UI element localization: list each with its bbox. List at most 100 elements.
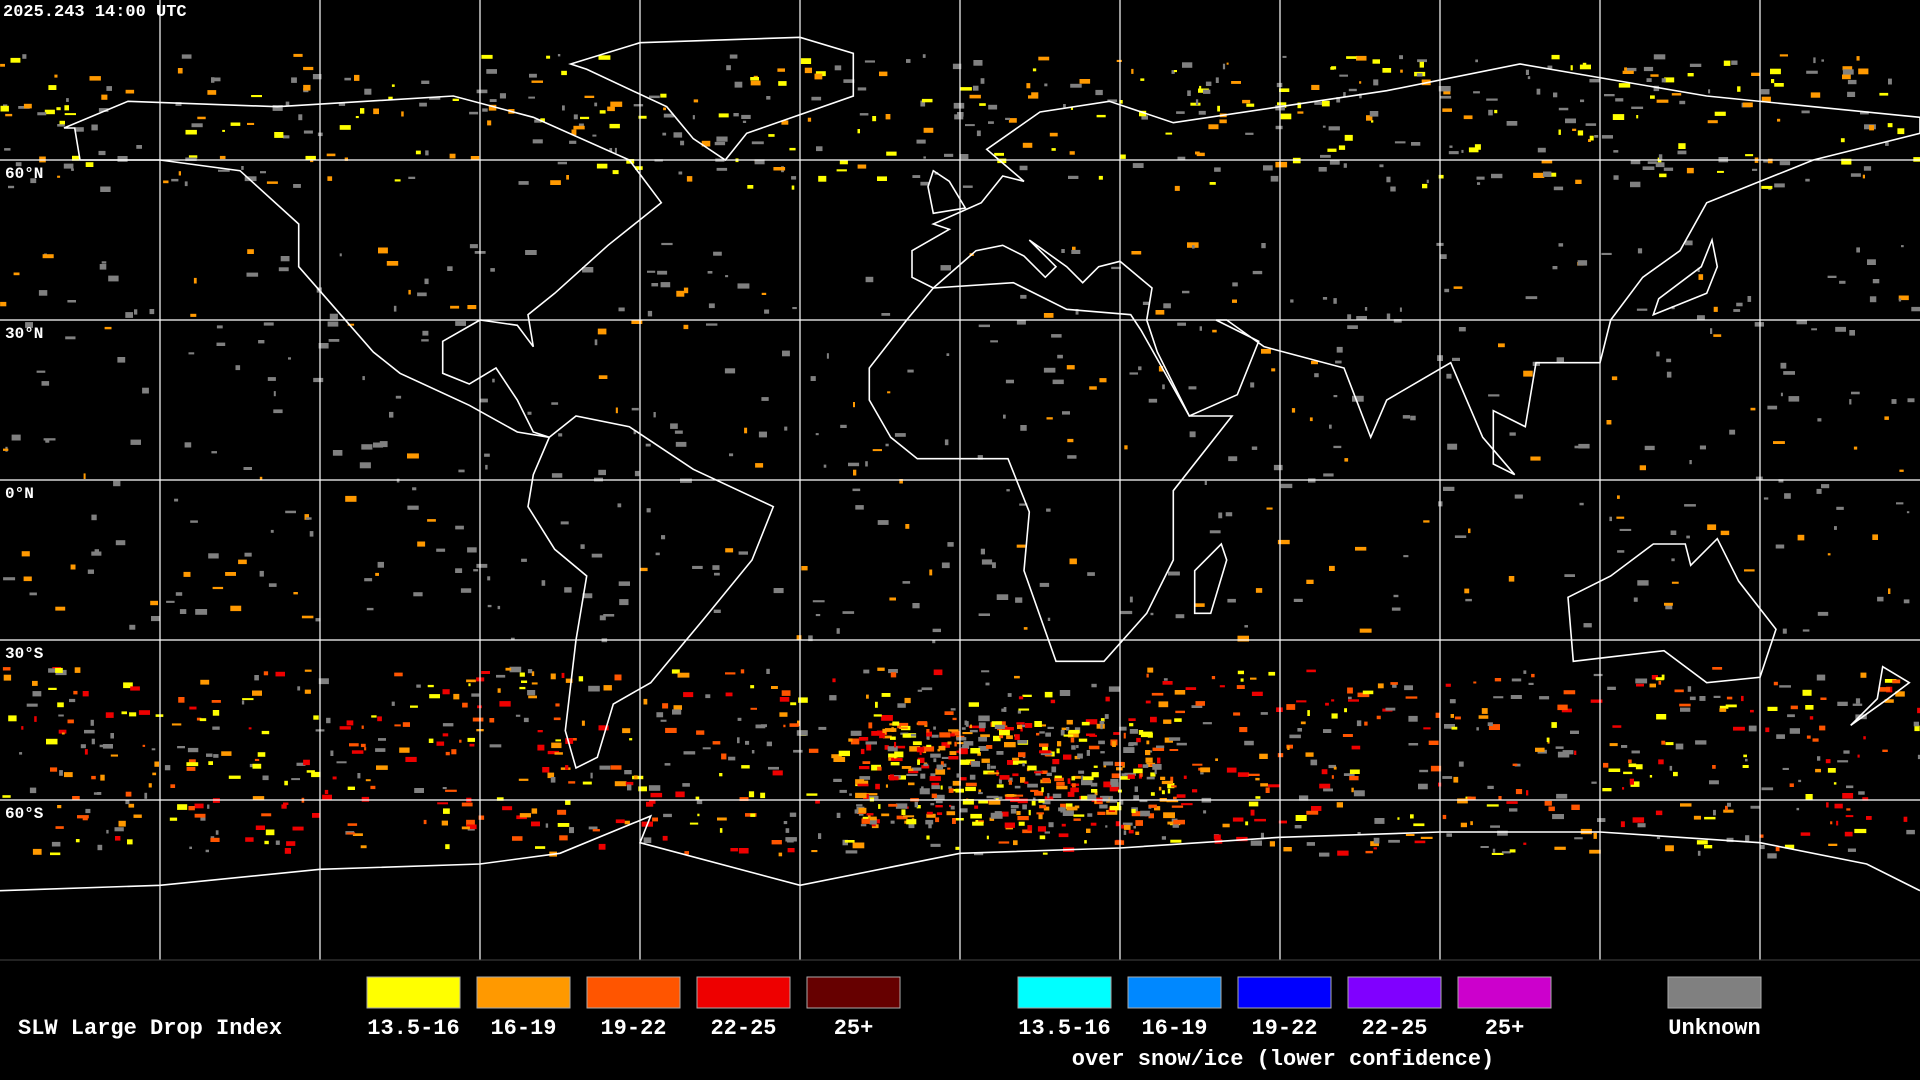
cloud-pixel	[1337, 850, 1349, 856]
cloud-pixel	[1563, 690, 1576, 695]
cloud-pixel	[1693, 815, 1701, 820]
cloud-pixel	[1034, 790, 1044, 796]
cloud-pixel	[598, 55, 611, 60]
cloud-pixel	[1090, 822, 1097, 826]
cloud-pixel	[1597, 818, 1606, 822]
cloud-pixel	[1817, 611, 1829, 616]
cloud-pixel	[527, 690, 536, 696]
cloud-pixel	[1630, 181, 1641, 188]
cloud-pixel	[772, 770, 783, 776]
cloud-pixel	[1653, 85, 1660, 92]
cloud-pixel	[1291, 408, 1296, 413]
cloud-pixel	[1124, 772, 1136, 776]
cloud-pixel	[349, 743, 359, 747]
cloud-pixel	[34, 716, 37, 722]
cloud-pixel	[1704, 845, 1713, 849]
cloud-pixel	[98, 150, 106, 156]
cloud-pixel	[318, 343, 329, 349]
cloud-pixel	[171, 723, 182, 726]
cloud-pixel	[36, 370, 46, 373]
cloud-pixel	[115, 540, 126, 546]
cloud-pixel	[1821, 59, 1824, 62]
cloud-pixel	[422, 330, 429, 336]
cloud-pixel	[1359, 81, 1362, 84]
cloud-pixel	[1486, 804, 1499, 807]
cloud-pixel	[1016, 544, 1026, 548]
cloud-pixel	[994, 152, 1004, 156]
cloud-pixel	[877, 667, 885, 671]
cloud-pixel	[518, 778, 529, 781]
cloud-pixel	[1054, 775, 1062, 779]
cloud-pixel	[1374, 818, 1385, 824]
cloud-pixel	[882, 728, 887, 735]
cloud-pixel	[716, 136, 728, 142]
cloud-pixel	[1182, 290, 1190, 294]
cloud-pixel	[1731, 60, 1738, 65]
cloud-pixel	[467, 305, 477, 310]
cloud-pixel	[1774, 83, 1784, 87]
cloud-pixel	[941, 742, 950, 748]
cloud-pixel	[766, 741, 772, 747]
cloud-pixel	[1869, 296, 1877, 303]
cloud-pixel	[578, 676, 584, 682]
cloud-pixel	[259, 570, 264, 577]
cloud-pixel	[952, 63, 962, 70]
cloud-pixel	[1323, 788, 1333, 792]
cloud-pixel	[1821, 484, 1830, 489]
cloud-pixel	[1032, 797, 1036, 801]
cloud-pixel	[1698, 274, 1704, 280]
cloud-pixel	[1081, 721, 1090, 726]
cloud-pixel	[729, 54, 738, 59]
cloud-pixel	[1244, 740, 1254, 746]
cloud-pixel	[1591, 781, 1597, 784]
cloud-pixel	[1444, 724, 1455, 729]
cloud-pixel	[291, 778, 300, 781]
cloud-pixel	[649, 95, 660, 99]
cloud-pixel	[1209, 530, 1221, 534]
cloud-pixel	[962, 732, 973, 735]
cloud-pixel	[1209, 182, 1216, 185]
cloud-pixel	[394, 672, 403, 677]
cloud-pixel	[1239, 727, 1248, 733]
coastline	[1850, 665, 1911, 726]
cloud-pixel	[1139, 773, 1143, 777]
cloud-pixel	[1811, 328, 1817, 331]
cloud-pixel	[458, 469, 465, 473]
cloud-pixel	[166, 600, 175, 603]
coastline	[1567, 537, 1777, 684]
cloud-pixel	[138, 710, 150, 715]
cloud-pixel	[978, 715, 990, 722]
cloud-pixel	[839, 789, 847, 793]
cloud-pixel	[1070, 787, 1079, 793]
cloud-pixel	[877, 176, 887, 181]
cloud-pixel	[1108, 686, 1121, 692]
cloud-pixel	[391, 84, 395, 87]
cloud-pixel	[84, 729, 95, 734]
cloud-pixel	[1767, 158, 1773, 164]
cloud-pixel	[1812, 738, 1819, 742]
cloud-pixel	[21, 726, 24, 730]
cloud-pixel	[1022, 762, 1025, 767]
cloud-pixel	[212, 710, 220, 716]
cloud-pixel	[283, 802, 289, 805]
cloud-pixel	[1017, 710, 1021, 714]
cloud-pixel	[721, 753, 727, 760]
cloud-pixel	[996, 751, 1004, 755]
cloud-pixel	[1410, 415, 1416, 421]
cloud-pixel	[1845, 815, 1854, 818]
cloud-pixel	[478, 815, 485, 820]
cloud-pixel	[754, 159, 765, 165]
cloud-pixel	[1010, 805, 1019, 809]
cloud-pixel	[814, 73, 823, 80]
cloud-pixel	[304, 514, 309, 520]
cloud-pixel	[716, 167, 728, 171]
cloud-pixel	[268, 583, 277, 587]
cloud-pixel	[1506, 801, 1518, 804]
cloud-pixel	[1328, 126, 1340, 131]
cloud-pixel	[519, 672, 525, 677]
cloud-pixel	[1872, 534, 1878, 540]
cloud-pixel	[429, 97, 441, 100]
cloud-pixel	[1176, 111, 1185, 114]
cloud-pixel	[1359, 93, 1362, 99]
cloud-pixel	[1331, 713, 1338, 719]
